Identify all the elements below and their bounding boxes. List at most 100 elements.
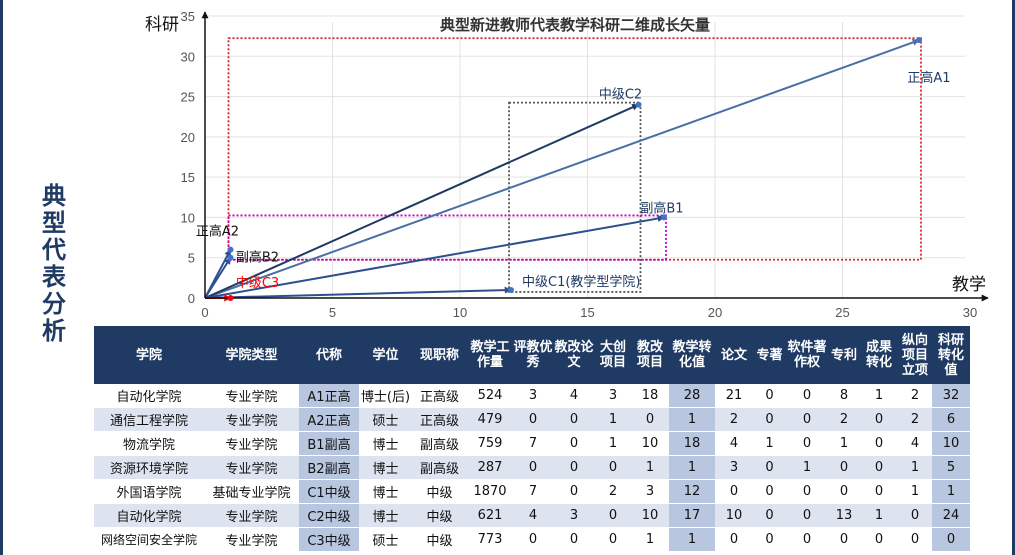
table-cell: 2: [828, 407, 860, 432]
table-cell: 正高级: [412, 407, 467, 432]
table-header-cell: 成果转化: [860, 326, 898, 384]
table-cell: 3: [553, 503, 595, 528]
table-cell: 0: [860, 479, 898, 504]
table-cell: 10: [631, 431, 669, 456]
side-title: 典 型 代 表 分 析: [34, 183, 74, 345]
table-cell: 0: [553, 431, 595, 456]
table-cell: 12: [669, 479, 715, 504]
data-point-label: 副高B1: [640, 200, 683, 216]
x-tick-label: 25: [835, 305, 849, 320]
data-point: [227, 254, 234, 261]
y-tick-label: 20: [181, 130, 195, 145]
table-cell: 外国语学院: [94, 479, 204, 504]
table-header-cell: 科研转化值: [932, 326, 970, 384]
data-point-label: 中级C1(教学型学院): [522, 274, 641, 290]
table-header-row: 学院 学院类型 代称 学位 现职称 教学工作量 评教优秀 教改论文 大创项目 教改项目 教学转化值论…: [94, 326, 970, 384]
table-cell: 3: [715, 455, 753, 480]
table-cell: 287: [467, 455, 513, 480]
table-cell: 8: [828, 384, 860, 408]
table-cell: 0: [932, 527, 970, 552]
table-header-cell: 大创项目: [595, 326, 631, 384]
left-frame-bar: [0, 0, 3, 555]
table-cell: C1中级: [299, 479, 359, 504]
data-table: 学院 学院类型 代称 学位 现职称 教学工作量 评教优秀 教改论文 大创项目 教改项目 教学转化值论…: [94, 326, 970, 552]
table-cell: 0: [828, 479, 860, 504]
table-cell: 4: [513, 503, 553, 528]
table-row: 通信工程学院 专业学院 A2正高 硕士 正高级 479 0 0 1 0 1 2 0 0 2 0 2 6: [94, 407, 970, 432]
table-cell: 759: [467, 431, 513, 456]
data-point-label: 正高A1: [907, 70, 950, 86]
y-tick-label: 35: [181, 9, 195, 24]
table-row: 物流学院 专业学院 B1副高 博士 副高级 759 7 0 1 10 18 4 1 0 1 0 4 10: [94, 431, 970, 456]
table-header-cell: 教改项目: [631, 326, 669, 384]
table-cell: 0: [753, 527, 786, 552]
table-cell: 0: [786, 527, 828, 552]
table-cell: 1: [786, 455, 828, 480]
table-cell: 1: [669, 455, 715, 480]
table-cell: 0: [786, 407, 828, 432]
table-cell: 自动化学院: [94, 503, 204, 528]
table-cell: 0: [786, 503, 828, 528]
table-cell: 1: [860, 503, 898, 528]
table-cell: 4: [715, 431, 753, 456]
table-header-cell: 专著: [753, 326, 786, 384]
table-cell: 1: [669, 527, 715, 552]
table-row: 自动化学院 专业学院 C2中级 博士 中级 621 4 3 0 10 17 10 0 0 13 1 0 24: [94, 503, 970, 528]
table-cell: 2: [715, 407, 753, 432]
table-cell: 专业学院: [204, 407, 299, 432]
y-tick-label: 15: [181, 170, 195, 185]
x-tick-label: 30: [963, 305, 977, 320]
table-cell: 524: [467, 384, 513, 408]
vector-arrow: [204, 39, 920, 299]
side-title-char: 典: [42, 182, 66, 210]
table-cell: 0: [753, 407, 786, 432]
table-cell: 中级: [412, 479, 467, 504]
table-cell: 0: [860, 527, 898, 552]
table-cell: 1: [669, 407, 715, 432]
data-point-label: 副高B2: [236, 250, 279, 266]
vector-arrow: [204, 257, 232, 299]
table-cell: 0: [786, 431, 828, 456]
table-cell: 1: [898, 479, 932, 504]
table-cell: 10: [715, 503, 753, 528]
table-cell: 0: [595, 503, 631, 528]
table-cell: 博士(后): [359, 384, 412, 408]
table-cell: 中级: [412, 527, 467, 552]
table-cell: 0: [753, 479, 786, 504]
table-cell: 6: [932, 407, 970, 432]
table-cell: 7: [513, 431, 553, 456]
table-header-cell: 评教优秀: [513, 326, 553, 384]
table-cell: 3: [631, 479, 669, 504]
table-cell: 0: [715, 479, 753, 504]
table-cell: 0: [828, 527, 860, 552]
table-cell: 32: [932, 384, 970, 408]
table-cell: 21: [715, 384, 753, 408]
table-cell: 资源环境学院: [94, 455, 204, 480]
table-cell: 10: [631, 503, 669, 528]
table-cell: 硕士: [359, 527, 412, 552]
x-tick-label: 20: [708, 305, 722, 320]
table-cell: 通信工程学院: [94, 407, 204, 432]
vector-arrow: [204, 103, 640, 299]
table-cell: A1正高: [299, 384, 359, 408]
data-point: [661, 214, 667, 221]
table-row: 自动化学院 专业学院 A1正高 博士(后) 正高级 524 3 4 3 18 28 21 0 0 8 1 2 32: [94, 384, 970, 408]
data-point-label: 正高A2: [196, 224, 239, 240]
table-header-cell: 论文: [715, 326, 753, 384]
table-cell: 1: [828, 431, 860, 456]
data-point: [227, 295, 234, 301]
x-axis-label: 教学: [952, 275, 986, 295]
data-point: [635, 101, 642, 108]
table-row: 资源环境学院 专业学院 B2副高 博士 副高级 287 0 0 0 1 1 3 0 1 0 0 1 5: [94, 455, 970, 480]
table-cell: 专业学院: [204, 503, 299, 528]
data-point: [227, 246, 234, 253]
table-cell: 基础专业学院: [204, 479, 299, 504]
table-cell: 博士: [359, 479, 412, 504]
table-cell: 28: [669, 384, 715, 408]
table-cell: 专业学院: [204, 527, 299, 552]
vector-arrow: [204, 286, 512, 299]
x-tick-label: 10: [453, 305, 467, 320]
table-cell: 1: [595, 407, 631, 432]
table-cell: 博士: [359, 431, 412, 456]
dotted-range-box: [508, 101, 642, 293]
